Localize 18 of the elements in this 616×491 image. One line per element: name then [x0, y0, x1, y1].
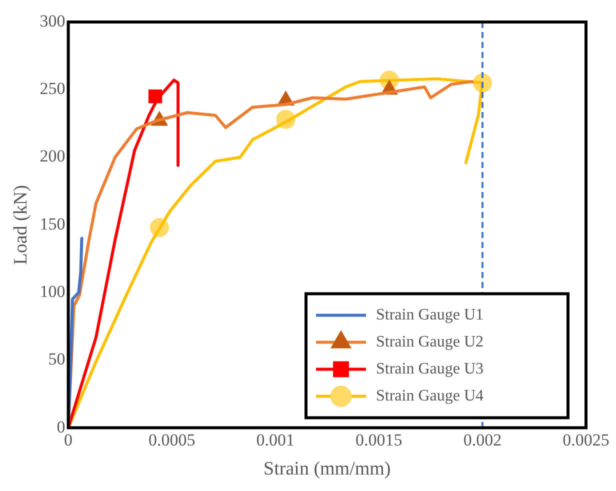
y-tick-label: 200 [40, 146, 66, 166]
y-tick-label: 0 [56, 417, 66, 436]
x-tick-label: 0.0005 [148, 430, 196, 450]
legend-label: Strain Gauge U4 [376, 388, 484, 405]
legend-label: Strain Gauge U1 [376, 306, 484, 324]
y-tick-label: 300 [40, 11, 66, 30]
legend-label: Strain Gauge U3 [376, 360, 484, 378]
x-tick-label: 0.0025 [562, 430, 610, 450]
x-tick-label: 0.001 [256, 430, 295, 450]
legend-label: Strain Gauge U2 [376, 334, 484, 351]
y-tick-label: 250 [40, 79, 66, 98]
x-axis-title: Strain (mm/mm) [264, 458, 391, 480]
y-tick-label: 150 [40, 214, 66, 234]
y-tick-label: 100 [40, 282, 66, 301]
y-tick-label: 50 [48, 350, 66, 369]
x-tick-label: 0.002 [463, 430, 502, 450]
y-axis-title: Load (kN) [10, 185, 32, 265]
x-tick-label: 0.0015 [356, 430, 402, 450]
